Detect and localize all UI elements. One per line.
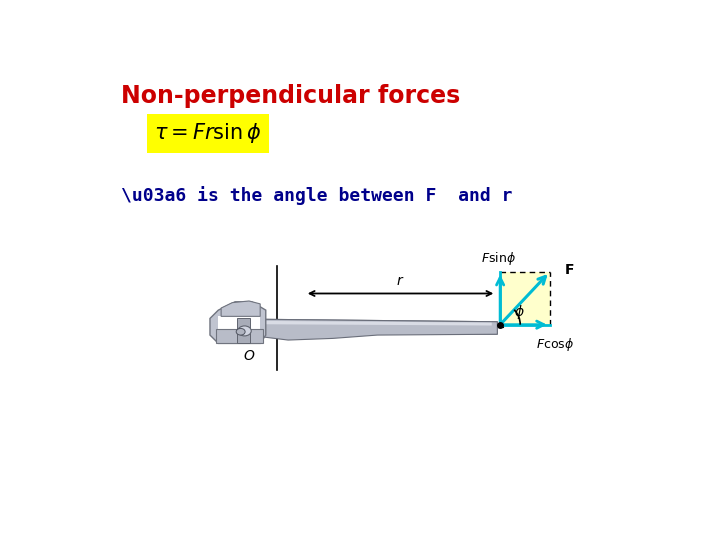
- Text: $\mathbf{F}$: $\mathbf{F}$: [564, 263, 574, 277]
- Polygon shape: [260, 319, 498, 334]
- Circle shape: [238, 326, 251, 336]
- Polygon shape: [252, 319, 498, 340]
- Text: $\tau = Fr\sin\phi$: $\tau = Fr\sin\phi$: [154, 122, 261, 145]
- Polygon shape: [266, 321, 492, 326]
- Text: $O$: $O$: [243, 349, 256, 363]
- Circle shape: [236, 328, 245, 335]
- Text: $\phi$: $\phi$: [514, 303, 525, 321]
- Bar: [237, 319, 250, 343]
- Text: Non-perpendicular forces: Non-perpendicular forces: [121, 84, 460, 107]
- Text: $F\mathrm{sin}\phi$: $F\mathrm{sin}\phi$: [481, 250, 516, 267]
- Text: $F\mathrm{cos}\phi$: $F\mathrm{cos}\phi$: [536, 336, 575, 353]
- Polygon shape: [215, 329, 263, 343]
- Text: \u03a6 is the angle between F  and r: \u03a6 is the angle between F and r: [121, 186, 512, 205]
- Text: $r$: $r$: [396, 274, 405, 288]
- Polygon shape: [218, 316, 260, 329]
- Polygon shape: [221, 301, 260, 316]
- Polygon shape: [500, 272, 550, 325]
- Polygon shape: [210, 302, 266, 343]
